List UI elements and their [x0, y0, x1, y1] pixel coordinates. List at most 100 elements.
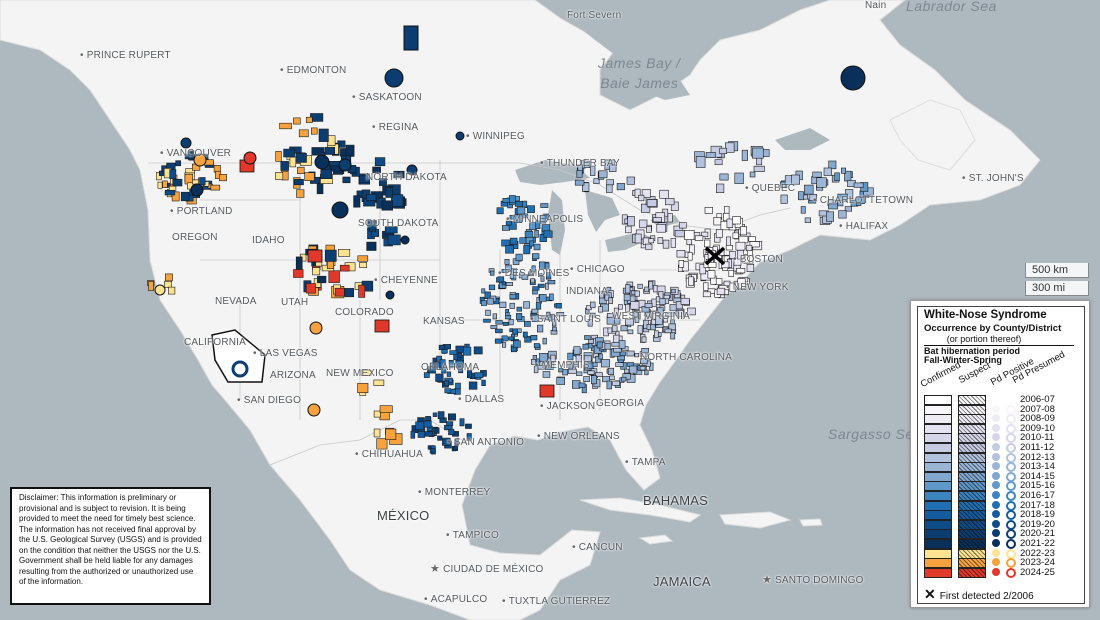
county-patch[interactable] — [705, 152, 716, 158]
county-patch[interactable] — [707, 270, 716, 279]
county-patch[interactable] — [524, 336, 532, 343]
county-patch[interactable] — [723, 206, 730, 214]
county-patch[interactable] — [324, 249, 337, 262]
county-patch[interactable] — [656, 224, 666, 233]
county-patch[interactable] — [573, 346, 581, 355]
county-patch[interactable] — [595, 372, 603, 377]
county-patch[interactable] — [670, 332, 676, 340]
county-patch[interactable] — [501, 225, 510, 231]
county-patch[interactable] — [735, 241, 746, 251]
county-patch[interactable] — [638, 194, 645, 202]
county-patch[interactable] — [639, 365, 646, 371]
county-patch[interactable] — [435, 373, 444, 382]
pd-dot[interactable] — [385, 290, 395, 300]
county-patch[interactable] — [547, 279, 556, 285]
county-patch[interactable] — [726, 218, 734, 228]
county-patch[interactable] — [701, 231, 709, 238]
county-patch[interactable] — [675, 301, 683, 310]
pd-dot[interactable] — [309, 321, 323, 335]
county-patch[interactable] — [575, 371, 583, 376]
county-patch[interactable] — [670, 238, 676, 248]
county-patch[interactable] — [804, 184, 814, 195]
county-patch[interactable] — [448, 359, 454, 369]
county-patch[interactable] — [589, 301, 596, 309]
county-patch[interactable] — [608, 297, 613, 304]
county-patch[interactable] — [169, 169, 177, 179]
county-patch[interactable] — [644, 243, 653, 250]
county-patch[interactable] — [621, 376, 627, 382]
county-patch[interactable] — [446, 371, 452, 377]
county-patch[interactable] — [539, 384, 555, 398]
county-patch[interactable] — [289, 156, 297, 168]
county-patch[interactable] — [549, 293, 554, 301]
county-patch[interactable] — [384, 226, 398, 234]
county-patch[interactable] — [423, 372, 430, 378]
county-patch[interactable] — [567, 352, 574, 361]
county-patch[interactable] — [593, 178, 600, 185]
county-patch[interactable] — [171, 191, 180, 202]
county-patch[interactable] — [514, 201, 524, 207]
county-patch[interactable] — [639, 219, 648, 229]
county-patch[interactable] — [417, 417, 425, 423]
county-patch[interactable] — [387, 234, 401, 246]
county-patch[interactable] — [583, 376, 590, 382]
county-patch[interactable] — [581, 182, 590, 192]
county-patch[interactable] — [532, 289, 538, 295]
county-patch[interactable] — [653, 330, 659, 338]
county-patch[interactable] — [310, 127, 318, 135]
county-patch[interactable] — [468, 381, 478, 390]
county-patch[interactable] — [619, 351, 626, 356]
county-patch[interactable] — [687, 252, 693, 261]
pd-dot[interactable] — [307, 403, 321, 417]
county-patch[interactable] — [791, 174, 800, 185]
pd-dot[interactable] — [154, 284, 166, 296]
county-patch[interactable] — [844, 206, 852, 212]
county-patch[interactable] — [298, 129, 309, 138]
county-patch[interactable] — [496, 207, 504, 215]
county-patch[interactable] — [437, 435, 443, 441]
county-patch[interactable] — [505, 245, 514, 254]
county-patch[interactable] — [555, 302, 562, 309]
county-patch[interactable] — [524, 231, 534, 238]
county-patch[interactable] — [436, 355, 443, 361]
county-patch[interactable] — [342, 176, 351, 184]
county-patch[interactable] — [719, 173, 729, 181]
county-patch[interactable] — [828, 160, 837, 170]
county-patch[interactable] — [379, 405, 393, 413]
county-patch[interactable] — [625, 284, 631, 294]
county-patch[interactable] — [678, 222, 687, 229]
county-patch[interactable] — [677, 310, 684, 318]
county-patch[interactable] — [444, 379, 450, 387]
county-patch[interactable] — [659, 298, 666, 306]
county-patch[interactable] — [483, 318, 491, 323]
county-patch[interactable] — [812, 171, 822, 178]
county-patch[interactable] — [530, 334, 538, 341]
county-patch[interactable] — [816, 177, 827, 188]
county-patch[interactable] — [175, 160, 181, 167]
county-patch[interactable] — [646, 199, 658, 207]
pd-dot[interactable] — [400, 235, 410, 245]
county-patch[interactable] — [678, 259, 685, 268]
county-patch[interactable] — [438, 344, 445, 351]
county-patch[interactable] — [305, 116, 313, 123]
county-patch[interactable] — [587, 338, 594, 344]
county-patch[interactable] — [415, 421, 425, 430]
county-patch[interactable] — [210, 184, 221, 191]
county-patch[interactable] — [535, 302, 542, 310]
county-patch[interactable] — [653, 284, 658, 293]
county-patch[interactable] — [665, 198, 675, 206]
county-patch[interactable] — [853, 182, 864, 188]
county-patch[interactable] — [358, 175, 370, 183]
county-patch[interactable] — [598, 170, 608, 179]
county-patch[interactable] — [542, 337, 547, 345]
county-patch[interactable] — [369, 220, 376, 232]
county-patch[interactable] — [515, 253, 523, 262]
county-patch[interactable] — [616, 183, 625, 191]
county-patch[interactable] — [463, 346, 472, 356]
county-patch[interactable] — [447, 413, 456, 421]
county-patch[interactable] — [505, 312, 510, 316]
county-patch[interactable] — [618, 340, 626, 349]
county-patch[interactable] — [676, 250, 686, 258]
county-patch[interactable] — [156, 172, 162, 181]
county-patch[interactable] — [804, 217, 811, 223]
